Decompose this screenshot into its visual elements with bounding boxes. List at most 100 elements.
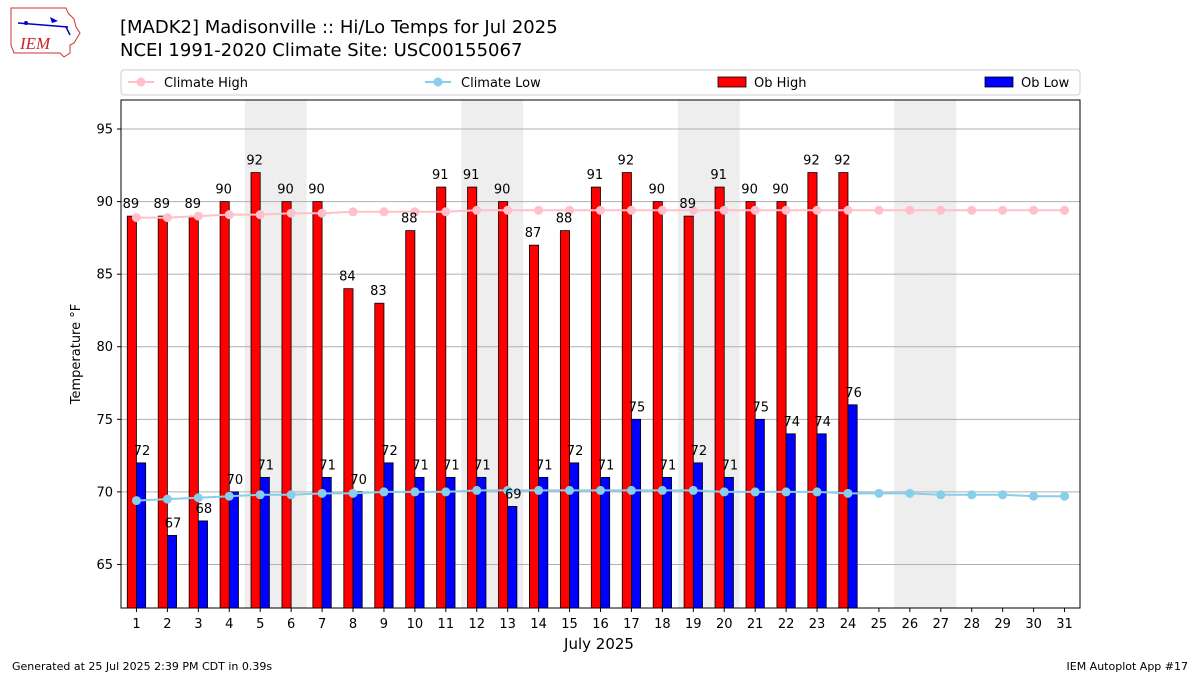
climate-low-point — [843, 488, 853, 498]
climate-high-point — [781, 205, 791, 215]
climate-low-point — [812, 487, 822, 497]
climate-low-point — [224, 491, 234, 501]
ob-high-bar — [281, 201, 292, 609]
ob-low-label: 75 — [629, 400, 646, 415]
climate-high-point — [688, 205, 698, 215]
ob-low-bar — [167, 535, 178, 609]
ob-low-bar — [661, 476, 672, 609]
x-tick-label: 31 — [1056, 617, 1073, 632]
x-tick-label: 17 — [623, 617, 640, 632]
climate-high-point — [565, 205, 575, 215]
ob-high-bar — [188, 215, 199, 609]
ob-low-bar — [445, 476, 456, 609]
ob-low-label: 71 — [258, 458, 275, 473]
ob-high-bar — [714, 186, 725, 609]
climate-low-point — [565, 485, 575, 495]
ob-high-label: 92 — [618, 154, 635, 169]
x-tick-label: 26 — [902, 617, 919, 632]
ob-high-label: 90 — [648, 183, 665, 198]
ob-low-bar — [600, 476, 611, 609]
x-tick-label: 23 — [809, 617, 826, 632]
ob-high-bar — [529, 244, 540, 609]
x-tick-label: 29 — [994, 617, 1011, 632]
y-axis-label: Temperature °F — [69, 304, 84, 405]
ob-low-label: 74 — [783, 415, 800, 430]
climate-high-point — [812, 205, 822, 215]
x-tick-label: 15 — [561, 617, 578, 632]
y-tick-label: 80 — [96, 340, 113, 355]
climate-low-point — [503, 485, 513, 495]
climate-high-point — [936, 205, 946, 215]
legend-label-ob-high: Ob High — [754, 76, 807, 91]
climate-low-point — [874, 488, 884, 498]
climate-low-point — [998, 490, 1008, 500]
legend-box — [120, 69, 1081, 96]
ob-low-bar — [847, 404, 858, 609]
legend-marker-climate-low — [433, 77, 443, 87]
climate-high-point — [967, 205, 977, 215]
climate-low-point — [472, 485, 482, 495]
climate-high-point — [843, 205, 853, 215]
iem-logo: IEM — [8, 5, 82, 63]
y-tick-label: 65 — [96, 558, 113, 573]
ob-high-label: 83 — [370, 284, 387, 299]
ob-high-label: 90 — [277, 183, 294, 198]
ob-high-bar — [343, 288, 354, 609]
ob-high-label: 90 — [308, 183, 325, 198]
y-tick-label: 90 — [96, 195, 113, 210]
ob-low-bar — [136, 462, 147, 609]
ob-low-bar — [383, 462, 394, 609]
x-tick-label: 21 — [747, 617, 764, 632]
climate-low-point — [131, 496, 141, 506]
climate-high-point — [905, 205, 915, 215]
legend: Climate High Climate Low Ob High Ob Low — [120, 69, 1081, 96]
ob-low-label: 72 — [134, 444, 151, 459]
climate-high-point — [626, 205, 636, 215]
x-tick-label: 25 — [871, 617, 888, 632]
x-tick-label: 28 — [963, 617, 980, 632]
ob-high-bar — [405, 230, 416, 609]
climate-high-point — [193, 211, 203, 221]
weekend-band-26 — [894, 100, 926, 608]
climate-low-point — [750, 487, 760, 497]
y-tick-label: 75 — [96, 413, 113, 428]
climate-high-point — [286, 208, 296, 218]
ob-high-bar — [157, 215, 168, 609]
ob-high-label: 89 — [123, 197, 140, 212]
ob-high-bar — [807, 172, 818, 609]
ob-high-bar — [776, 201, 787, 609]
x-tick-label: 16 — [592, 617, 609, 632]
ob-low-label: 71 — [412, 458, 429, 473]
climate-high-point — [317, 208, 327, 218]
ob-low-label: 71 — [443, 458, 460, 473]
climate-low-point — [379, 487, 389, 497]
climate-low-point — [626, 485, 636, 495]
ob-low-bar — [631, 418, 642, 609]
ob-low-bar — [816, 433, 827, 609]
x-tick-label: 4 — [225, 617, 233, 632]
ob-high-bar — [498, 201, 509, 609]
ob-high-label: 90 — [741, 183, 758, 198]
ob-high-bar — [436, 186, 447, 609]
ob-high-bar — [467, 186, 478, 609]
legend-swatch-ob-low — [984, 76, 1014, 88]
climate-high-point — [410, 207, 420, 217]
x-tick-label: 12 — [468, 617, 485, 632]
ob-low-label: 71 — [722, 458, 739, 473]
climate-high-point — [131, 213, 141, 223]
x-tick-label: 20 — [716, 617, 733, 632]
climate-high-point — [162, 213, 172, 223]
ob-low-label: 71 — [474, 458, 491, 473]
climate-low-point — [1029, 491, 1039, 501]
climate-low-point — [348, 488, 358, 498]
ob-high-label: 87 — [525, 226, 542, 241]
ob-low-bar — [476, 476, 487, 609]
climate-high-point — [472, 205, 482, 215]
climate-low-point — [936, 490, 946, 500]
x-tick-label: 30 — [1025, 617, 1042, 632]
climate-low-point — [967, 490, 977, 500]
climate-low-point — [534, 485, 544, 495]
ob-high-bar — [312, 201, 323, 609]
climate-low-point — [719, 487, 729, 497]
climate-high-point — [348, 207, 358, 217]
